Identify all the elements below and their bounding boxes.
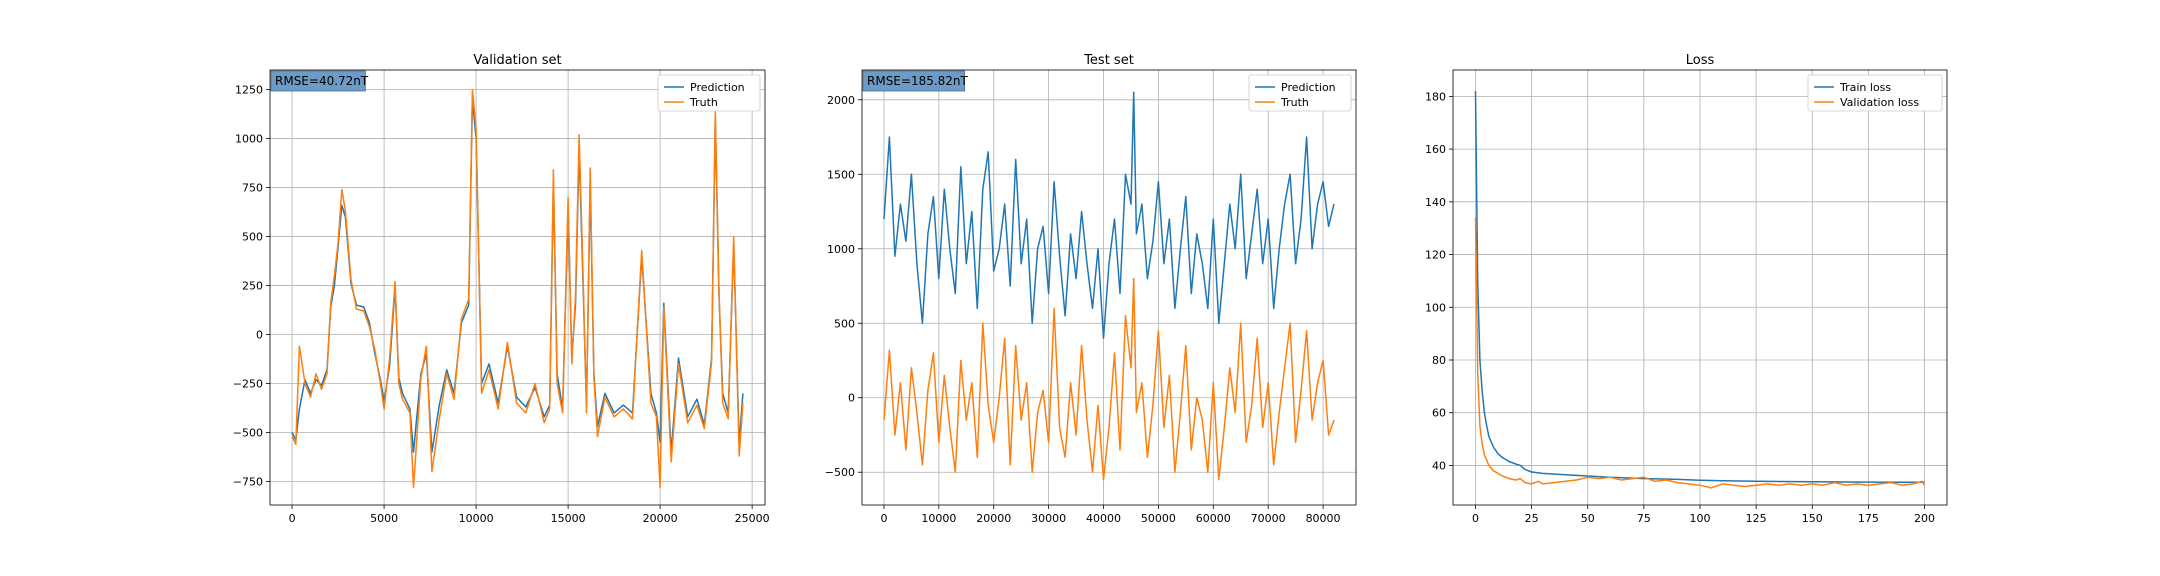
series-line-train-loss (1474, 91, 1925, 484)
y-tick-label: −250 (233, 378, 263, 391)
legend-label-truth: Truth (1280, 96, 1309, 109)
legend-label-validation-loss: Validation loss (1840, 96, 1919, 109)
test-set-rmse-label: RMSE=185.82nT (867, 74, 969, 88)
x-tick-label: 25 (1525, 512, 1539, 525)
y-tick-label: 2000 (827, 94, 855, 107)
loss-title: Loss (1686, 53, 1715, 68)
validation-set-series (291, 88, 744, 489)
loss-plot: Loss 0 25 50 75 100 125 150 175 200 40 60 80 100 120… (1425, 53, 1948, 525)
loss-series (1474, 91, 1926, 489)
y-tick-label: 1250 (235, 84, 263, 97)
validation-set-plot: Validation set 0 5000 10000 15000 20000 25000… (233, 53, 770, 525)
y-tick-label: 1500 (827, 168, 855, 181)
validation-set-legend: Prediction Truth (657, 74, 761, 112)
validation-set-rmse-box: RMSE=40.72nT (270, 70, 369, 92)
y-tick-label: 60 (1432, 407, 1446, 420)
y-tick-label: 40 (1432, 459, 1446, 472)
test-set-series (883, 91, 1335, 481)
x-tick-label: 0 (1472, 512, 1479, 525)
x-tick-label: 175 (1858, 512, 1879, 525)
y-tick-label: 100 (1425, 301, 1446, 314)
x-tick-label: 125 (1746, 512, 1767, 525)
validation-set-x-ticks: 0 5000 10000 15000 20000 25000 (289, 505, 770, 525)
loss-x-ticks: 0 25 50 75 100 125 150 175 200 (1472, 505, 1935, 525)
y-tick-label: 140 (1425, 196, 1446, 209)
x-tick-label: 75 (1637, 512, 1651, 525)
series-line-prediction (883, 91, 1335, 339)
test-set-x-ticks: 0 10000 20000 30000 40000 50000 60000 70000 8000… (880, 505, 1341, 525)
validation-set-title: Validation set (473, 53, 561, 68)
x-tick-label: 0 (880, 512, 887, 525)
x-tick-label: 20000 (643, 512, 678, 525)
validation-set-axes-frame (269, 69, 766, 506)
y-tick-label: 0 (256, 329, 263, 342)
series-line-validation-loss (1474, 217, 1926, 489)
x-tick-label: 10000 (921, 512, 956, 525)
y-tick-label: 250 (242, 280, 263, 293)
x-tick-label: 60000 (1196, 512, 1231, 525)
x-tick-label: 50000 (1141, 512, 1176, 525)
loss-legend-box (1807, 74, 1943, 112)
y-tick-label: 120 (1425, 249, 1446, 262)
x-tick-label: 70000 (1251, 512, 1286, 525)
x-tick-label: 0 (289, 512, 296, 525)
test-set-legend: Prediction Truth (1248, 74, 1352, 112)
y-tick-label: −750 (233, 475, 263, 488)
series-line-truth (883, 277, 1335, 481)
x-tick-label: 25000 (735, 512, 770, 525)
y-tick-label: −500 (233, 427, 263, 440)
test-set-rmse-box: RMSE=185.82nT (862, 70, 969, 92)
y-tick-label: 1000 (235, 133, 263, 146)
y-tick-label: 80 (1432, 354, 1446, 367)
legend-label-prediction: Prediction (690, 81, 745, 94)
x-tick-label: 50 (1581, 512, 1595, 525)
y-tick-label: 750 (242, 182, 263, 195)
validation-set-rmse-background (270, 70, 366, 92)
y-tick-label: 180 (1425, 90, 1446, 103)
legend-label-truth: Truth (689, 96, 718, 109)
x-tick-label: 40000 (1086, 512, 1121, 525)
x-tick-label: 100 (1690, 512, 1711, 525)
validation-set-rmse-label: RMSE=40.72nT (275, 74, 369, 88)
x-tick-label: 5000 (370, 512, 398, 525)
loss-y-ticks: 40 60 80 100 120 140 160 180 (1425, 90, 1453, 472)
test-set-rmse-background (862, 70, 965, 92)
loss-grid (1453, 70, 1947, 505)
x-tick-label: 15000 (551, 512, 586, 525)
x-tick-label: 200 (1914, 512, 1935, 525)
test-set-axes-frame (861, 69, 1357, 506)
x-tick-label: 20000 (976, 512, 1011, 525)
y-tick-label: 500 (834, 317, 855, 330)
x-tick-label: 30000 (1031, 512, 1066, 525)
validation-set-y-ticks: −750 −500 −250 0 250 500 750 1000 1250 (233, 84, 270, 488)
test-set-y-ticks: −500 0 500 1000 1500 2000 (825, 94, 862, 479)
y-tick-label: 1000 (827, 243, 855, 256)
loss-axes-frame (1452, 69, 1948, 506)
x-tick-label: 80000 (1306, 512, 1341, 525)
loss-legend: Train loss Validation loss (1807, 74, 1943, 112)
y-tick-label: 0 (848, 392, 855, 405)
legend-label-prediction: Prediction (1281, 81, 1336, 94)
test-set-title: Test set (1083, 53, 1134, 68)
y-tick-label: −500 (825, 466, 855, 479)
x-tick-label: 10000 (459, 512, 494, 525)
y-tick-label: 500 (242, 231, 263, 244)
y-tick-label: 160 (1425, 143, 1446, 156)
test-set-plot: Test set 0 10000 20000 30000 40000 50000 60000… (825, 53, 1357, 525)
x-tick-label: 150 (1802, 512, 1823, 525)
series-line-truth (291, 88, 744, 489)
legend-label-train-loss: Train loss (1839, 81, 1891, 94)
